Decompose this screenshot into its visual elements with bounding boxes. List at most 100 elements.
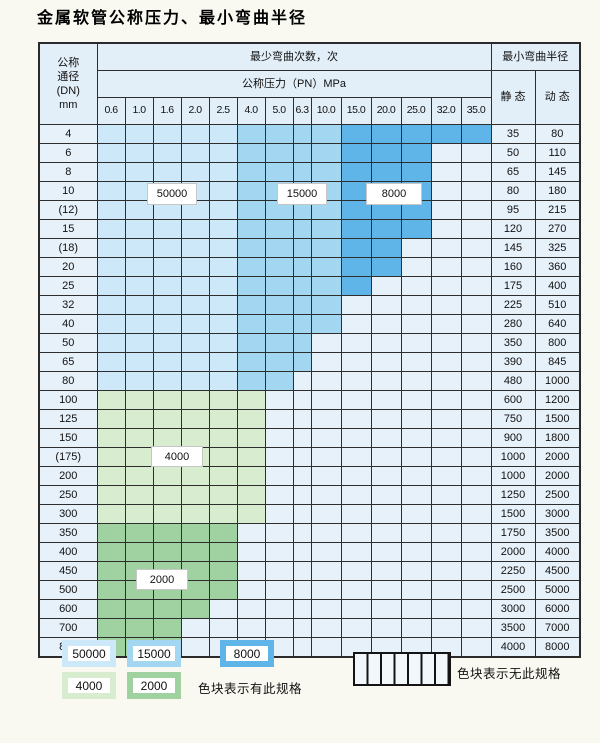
pressure-cell: [208, 200, 238, 220]
pressure-cell: [264, 333, 294, 353]
table-row: 100 600 1200: [38, 390, 581, 410]
pressure-cell: [124, 485, 154, 505]
pressure-cell: [400, 447, 432, 467]
pressure-cell: [208, 333, 238, 353]
pressure-cell: [180, 352, 210, 372]
pressure-cell: [430, 333, 462, 353]
pressure-cell: [124, 314, 154, 334]
page-title: 金属软管公称压力、最小弯曲半径: [37, 8, 308, 27]
pressure-cell: [180, 542, 210, 562]
pressure-cell: [400, 143, 432, 163]
pressure-cell: [208, 371, 238, 391]
pressure-cell: [96, 542, 126, 562]
pressure-cell: [236, 561, 266, 581]
pressure-cell: [430, 542, 462, 562]
dynamic-radius-cell: 2000: [534, 466, 581, 486]
pressure-cell: [310, 295, 342, 315]
pressure-cell: [292, 523, 312, 543]
dn-cell: 500: [38, 580, 98, 600]
legend-swatch-4000: 4000: [62, 672, 116, 699]
dynamic-radius-cell: 4500: [534, 561, 581, 581]
pressure-cell: [292, 580, 312, 600]
pressure-cell: [236, 276, 266, 296]
pressure-cell: [292, 238, 312, 258]
table-row: 15 120 270: [38, 219, 581, 239]
pressure-cell: [124, 390, 154, 410]
pressure-cell: [370, 124, 402, 144]
pressure-cell: [236, 143, 266, 163]
pressure-cell: [236, 485, 266, 505]
dynamic-radius-cell: 5000: [534, 580, 581, 600]
pressure-cell: [96, 561, 126, 581]
pressure-cell: [208, 352, 238, 372]
table-row: 500 2500 5000: [38, 580, 581, 600]
pressure-cell: [180, 504, 210, 524]
pressure-cell: [124, 352, 154, 372]
pressure-cell: [264, 276, 294, 296]
pressure-cell: [96, 485, 126, 505]
pressure-cell: [180, 333, 210, 353]
pressure-cell: [152, 257, 182, 277]
pressure-cell: [264, 580, 294, 600]
dn-cell: 200: [38, 466, 98, 486]
dn-cell: (12): [38, 200, 98, 220]
pressure-cell: [340, 504, 372, 524]
pressure-cell: [264, 257, 294, 277]
pressure-cell: [236, 390, 266, 410]
pressure-column-header: 32.0: [430, 97, 462, 125]
static-radius-cell: 65: [490, 162, 536, 182]
dn-header-line4: mm: [59, 99, 78, 111]
pressure-cell: [340, 599, 372, 619]
table-row: 80040008000: [38, 637, 581, 658]
zone-label-4000: 4000: [151, 446, 203, 467]
pressure-cell: [310, 580, 342, 600]
pressure-cell: [236, 504, 266, 524]
dn-cell: 125: [38, 409, 98, 429]
pressure-cell: [264, 314, 294, 334]
pressure-cell: [180, 371, 210, 391]
pressure-cell: [264, 504, 294, 524]
pressure-cell: [460, 523, 492, 543]
pressure-cell: [124, 599, 154, 619]
pressure-cell: [340, 276, 372, 296]
dn-cell: 600: [38, 599, 98, 619]
pressure-cell: [96, 200, 126, 220]
pressure-cell: [236, 371, 266, 391]
pressure-cell: [292, 618, 312, 638]
pressure-cell: [264, 466, 294, 486]
pressure-cell: [370, 219, 402, 239]
pressure-cell: [292, 466, 312, 486]
pressure-column-header: 2.0: [180, 97, 210, 125]
pressure-cell: [310, 219, 342, 239]
pressure-cell: [208, 523, 238, 543]
pressure-cell: [310, 162, 342, 182]
legend-swatch-8000: 8000: [220, 640, 274, 667]
dn-header-line1: 公称: [57, 57, 80, 69]
pressure-cell: [124, 219, 154, 239]
pressure-cell: [460, 542, 492, 562]
pressure-cell: [430, 599, 462, 619]
dynamic-radius-cell: 4000: [534, 542, 581, 562]
pressure-cell: [340, 409, 372, 429]
dn-cell: 4: [38, 124, 98, 144]
pressure-cell: [310, 504, 342, 524]
pressure-column-header: 15.0: [340, 97, 372, 125]
pressure-cell: [124, 333, 154, 353]
pressure-cell: [208, 124, 238, 144]
pressure-cell: [264, 143, 294, 163]
dn-cell: 700: [38, 618, 98, 638]
dynamic-radius-cell: 3500: [534, 523, 581, 543]
static-radius-cell: 1000: [490, 447, 536, 467]
pressure-cell: [340, 219, 372, 239]
pressure-cell: [292, 257, 312, 277]
pressure-cell: [96, 219, 126, 239]
dn-cell: 65: [38, 352, 98, 372]
pressure-cell: [370, 466, 402, 486]
dn-cell: (18): [38, 238, 98, 258]
pressure-cell: [264, 561, 294, 581]
pressure-cell: [370, 276, 402, 296]
pressure-cell: [124, 295, 154, 315]
pressure-cell: [460, 219, 492, 239]
dynamic-radius-cell: 325: [534, 238, 581, 258]
